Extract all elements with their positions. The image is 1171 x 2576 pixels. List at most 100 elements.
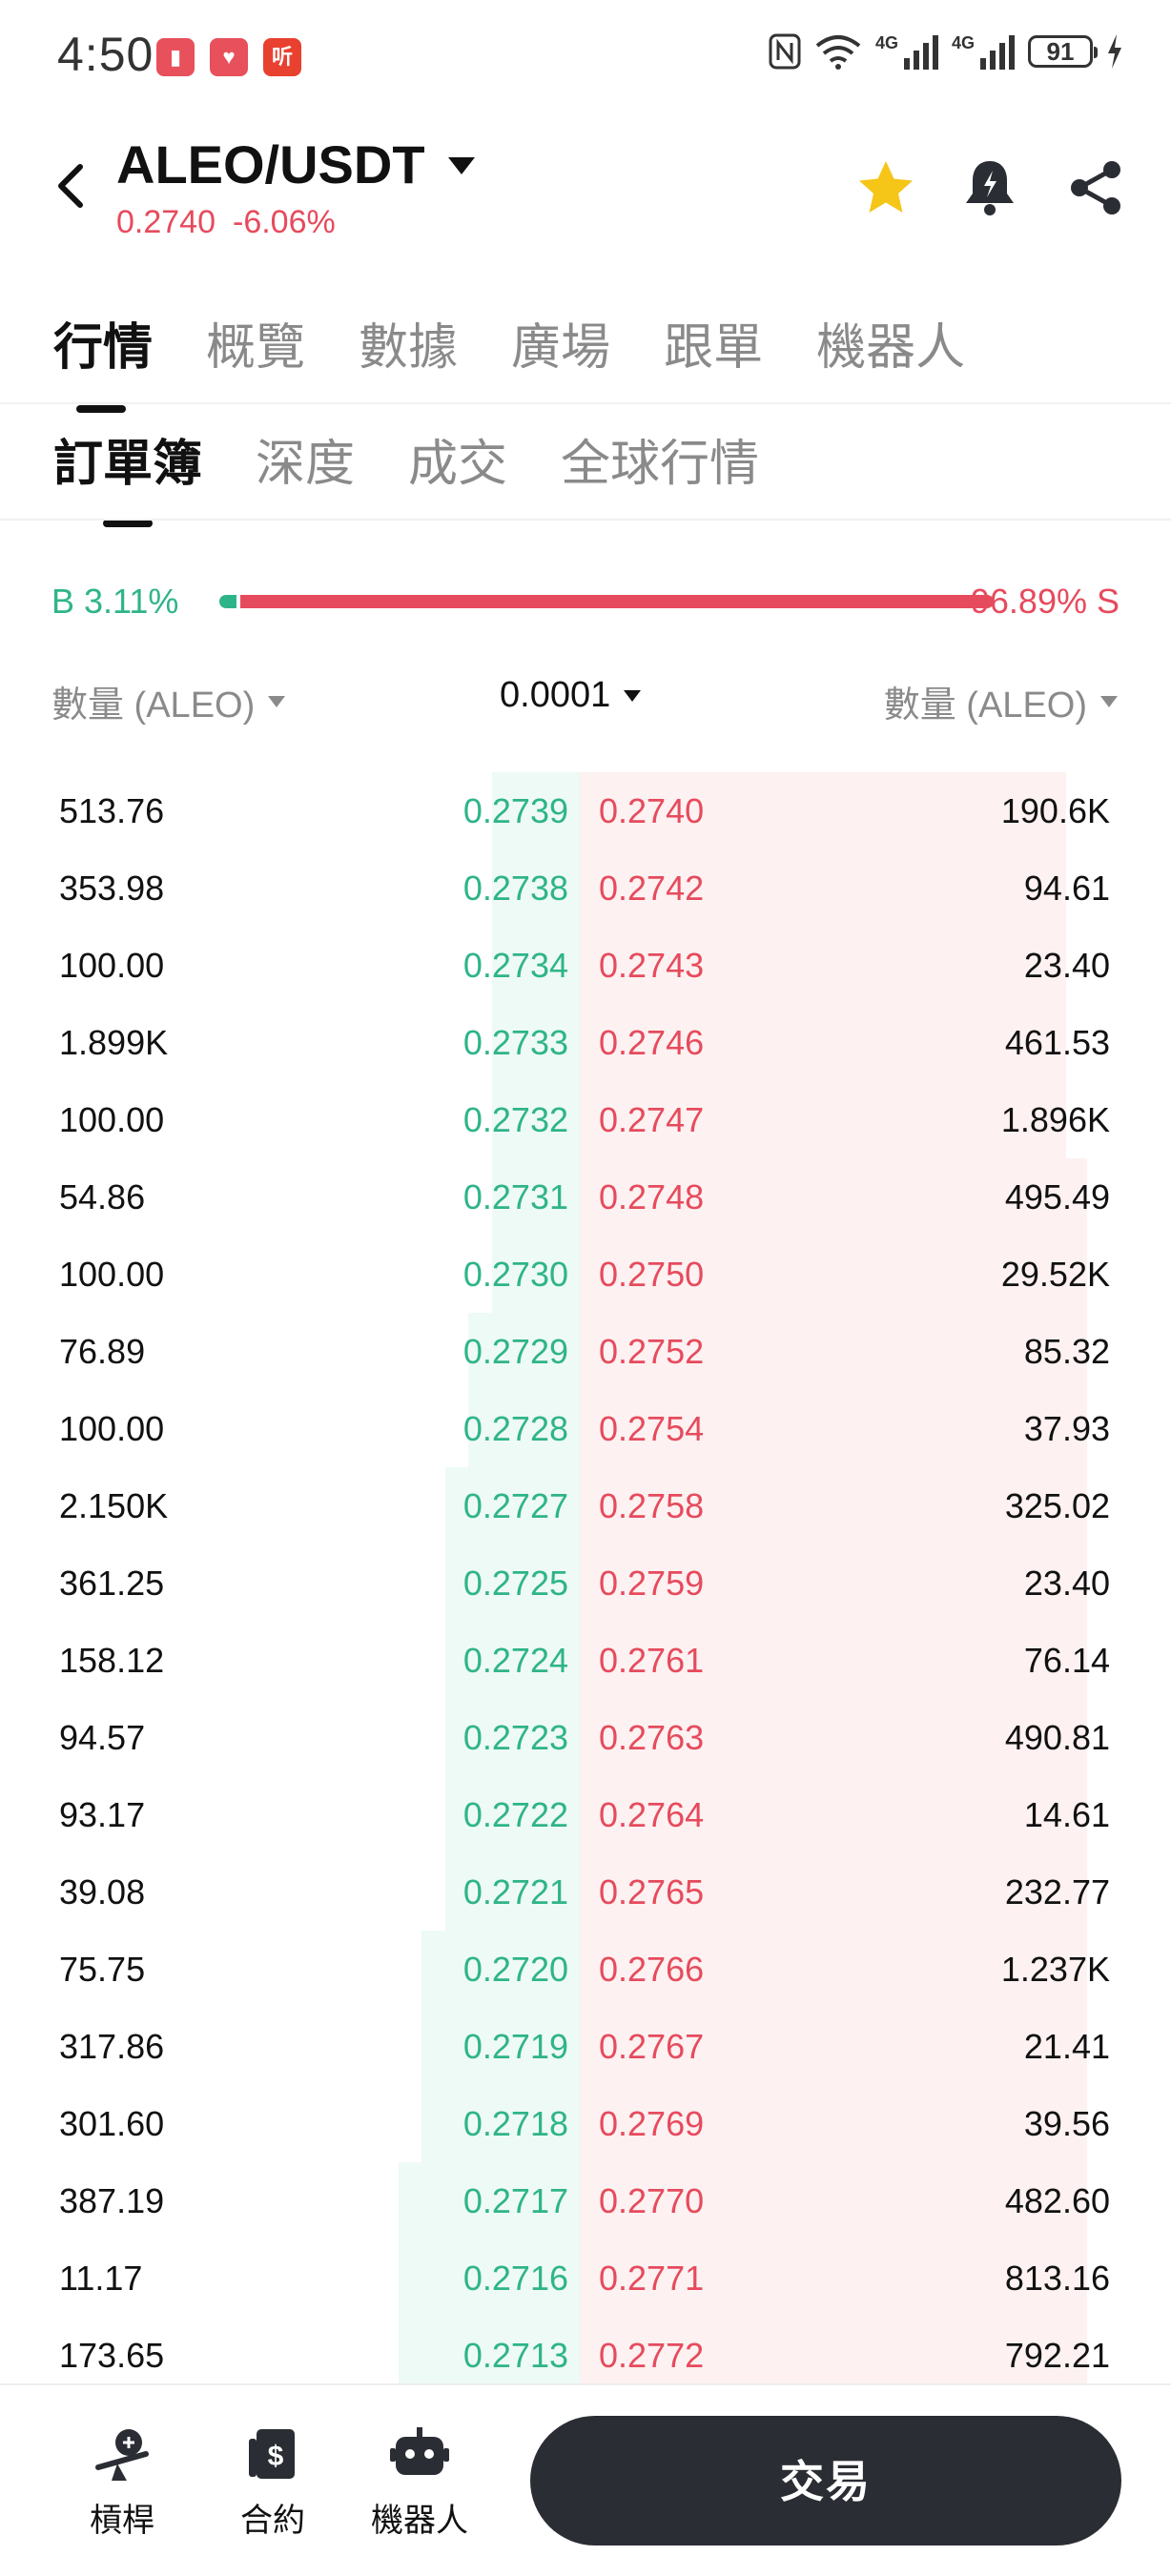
bid-price: 0.2733	[462, 1023, 568, 1062]
chevron-down-icon	[1100, 695, 1118, 707]
main-tabs: 行情 概覽 數據 廣場 跟單 機器人	[53, 307, 1018, 413]
ask-quantity-header-label: 數量 (ALEO)	[883, 685, 1087, 726]
ask-price: 0.2750	[599, 1255, 705, 1294]
bid-quantity: 100.00	[59, 1409, 165, 1448]
tab-market[interactable]: 行情	[53, 307, 153, 413]
charging-icon	[1108, 34, 1121, 69]
nfc-icon	[769, 33, 801, 70]
ask-price: 0.2742	[599, 869, 705, 908]
ask-depth-bar	[580, 1699, 1087, 1776]
ask-depth-bar	[580, 2162, 1087, 2239]
tab-copy-trading[interactable]: 跟單	[664, 320, 764, 376]
nav-contract-label: 合約	[240, 2503, 305, 2539]
order-book-row[interactable]: 513.76 0.2739 0.2740 190.6K	[0, 772, 1171, 849]
bid-quantity: 93.17	[59, 1795, 146, 1834]
chevron-down-icon	[268, 695, 286, 707]
divider	[0, 402, 1171, 404]
bid-depth-bar	[445, 1853, 586, 1931]
nav-bot[interactable]: 機器人	[353, 2425, 486, 2541]
ask-depth-bar	[580, 1931, 1087, 2008]
bid-quantity: 361.25	[59, 1564, 165, 1603]
order-book-row[interactable]: 317.86 0.2719 0.2767 21.41	[0, 2008, 1171, 2085]
order-book-row[interactable]: 39.08 0.2721 0.2765 232.77	[0, 1853, 1171, 1931]
ask-price: 0.2763	[599, 1718, 705, 1757]
favorite-star-icon[interactable]	[856, 158, 915, 217]
ratio-buy-fill	[219, 595, 236, 608]
order-book-row[interactable]: 100.00 0.2732 0.2747 1.896K	[0, 1081, 1171, 1158]
ask-depth-bar	[580, 2317, 1087, 2383]
wifi-icon	[815, 35, 861, 70]
bid-price: 0.2723	[462, 1718, 568, 1757]
share-icon[interactable]	[1066, 158, 1125, 217]
ask-quantity: 94.61	[1023, 869, 1110, 908]
precision-value: 0.0001	[500, 675, 611, 715]
order-book-row[interactable]: 11.17 0.2716 0.2771 813.16	[0, 2239, 1171, 2317]
order-book-row[interactable]: 158.12 0.2724 0.2761 76.14	[0, 1622, 1171, 1699]
back-icon[interactable]	[48, 157, 95, 215]
order-book-row[interactable]: 76.89 0.2729 0.2752 85.32	[0, 1313, 1171, 1390]
ask-quantity: 85.32	[1023, 1332, 1110, 1371]
bid-depth-bar	[421, 1931, 586, 2008]
order-book-row[interactable]: 301.60 0.2718 0.2769 39.56	[0, 2085, 1171, 2162]
tab-overview[interactable]: 概覽	[206, 320, 306, 376]
ask-quantity: 190.6K	[1000, 791, 1110, 830]
status-bar: 4:50 ▮ ♥ 听 4G 4G 91	[0, 0, 1171, 114]
bid-quantity: 1.899K	[59, 1023, 169, 1062]
ratio-sell-fill	[240, 595, 994, 608]
order-book-row[interactable]: 100.00 0.2728 0.2754 37.93	[0, 1390, 1171, 1467]
order-book-row[interactable]: 75.75 0.2720 0.2766 1.237K	[0, 1931, 1171, 2008]
price-alert-bell-icon[interactable]	[961, 157, 1018, 218]
bid-price: 0.2721	[462, 1872, 568, 1912]
order-book-row[interactable]: 361.25 0.2725 0.2759 23.40	[0, 1544, 1171, 1622]
order-book-row[interactable]: 2.150K 0.2727 0.2758 325.02	[0, 1467, 1171, 1544]
ask-quantity: 14.61	[1023, 1795, 1110, 1834]
nav-contract[interactable]: $ 合約	[206, 2425, 339, 2541]
order-book-row[interactable]: 94.57 0.2723 0.2763 490.81	[0, 1699, 1171, 1776]
ask-quantity: 1.896K	[1000, 1100, 1110, 1139]
tab-data[interactable]: 數據	[359, 320, 459, 376]
order-book-row[interactable]: 387.19 0.2717 0.2770 482.60	[0, 2162, 1171, 2239]
leverage-icon	[95, 2429, 149, 2481]
pair-dropdown-caret-icon[interactable]	[448, 157, 475, 174]
ask-quantity: 482.60	[1004, 2181, 1110, 2220]
status-time: 4:50	[57, 28, 154, 81]
bid-price: 0.2734	[462, 946, 568, 985]
nav-leverage[interactable]: 槓桿	[55, 2425, 189, 2541]
tab-bot[interactable]: 機器人	[816, 320, 966, 376]
ask-price: 0.2771	[599, 2259, 705, 2298]
precision-selector[interactable]: 0.0001	[500, 675, 642, 716]
trade-button[interactable]: 交易	[530, 2416, 1121, 2545]
bid-quantity-header[interactable]: 數量 (ALEO)	[51, 675, 286, 727]
ask-quantity-header[interactable]: 數量 (ALEO)	[884, 675, 1118, 727]
ask-price: 0.2770	[599, 2181, 705, 2220]
order-book: 513.76 0.2739 0.2740 190.6K 353.98 0.2738 0.27…	[0, 772, 1171, 2383]
nav-bot-label: 機器人	[371, 2503, 468, 2539]
tab-global-market[interactable]: 全球行情	[561, 437, 760, 492]
ask-quantity: 792.21	[1004, 2336, 1110, 2375]
bid-depth-bar	[445, 1776, 586, 1853]
order-book-row[interactable]: 173.65 0.2713 0.2772 792.21	[0, 2317, 1171, 2383]
order-book-row[interactable]: 100.00 0.2734 0.2743 23.40	[0, 927, 1171, 1004]
bid-quantity: 54.86	[59, 1177, 146, 1216]
tab-trades[interactable]: 成交	[408, 437, 508, 492]
pair-title[interactable]: ALEO/USDT	[116, 134, 425, 194]
order-book-row[interactable]: 100.00 0.2730 0.2750 29.52K	[0, 1236, 1171, 1313]
order-book-row[interactable]: 54.86 0.2731 0.2748 495.49	[0, 1158, 1171, 1236]
bid-depth-bar	[445, 1544, 586, 1622]
tab-square[interactable]: 廣場	[511, 320, 611, 376]
bid-quantity: 173.65	[59, 2336, 165, 2375]
tab-order-book[interactable]: 訂單簿	[53, 423, 202, 527]
huawei-app-icon: ♥	[210, 38, 248, 76]
bid-quantity: 75.75	[59, 1950, 146, 1989]
bid-quantity: 11.17	[59, 2259, 143, 2298]
order-book-row[interactable]: 353.98 0.2738 0.2742 94.61	[0, 849, 1171, 927]
sub-tabs: 訂單簿 深度 成交 全球行情	[53, 423, 812, 527]
ask-price: 0.2743	[599, 946, 705, 985]
order-book-row[interactable]: 93.17 0.2722 0.2764 14.61	[0, 1776, 1171, 1853]
listen-app-icon: 听	[263, 38, 301, 76]
bid-quantity: 94.57	[59, 1718, 146, 1757]
tab-depth[interactable]: 深度	[256, 437, 356, 492]
divider	[0, 519, 1171, 521]
order-book-row[interactable]: 1.899K 0.2733 0.2746 461.53	[0, 1004, 1171, 1081]
ask-price: 0.2759	[599, 1564, 705, 1603]
